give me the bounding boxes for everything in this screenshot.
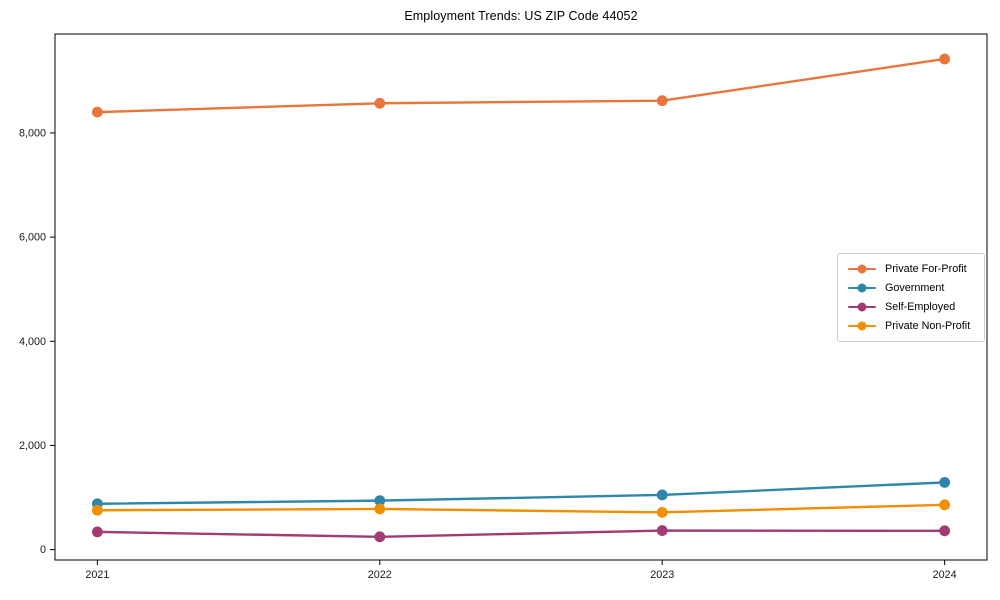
- series-marker-government: [656, 489, 668, 501]
- chart-title: Employment Trends: US ZIP Code 44052: [404, 9, 638, 23]
- legend-swatch-icon: [848, 302, 876, 312]
- series-line-self-employed: [96, 529, 946, 539]
- series-marker-self-employed: [656, 525, 668, 536]
- legend-swatch-icon: [848, 283, 876, 293]
- chart-legend: Private For-Profit Government Self-Employe…: [837, 253, 985, 342]
- legend-label: Government: [885, 282, 945, 294]
- legend-marker-icon: [857, 283, 867, 293]
- series-marker-private-for-profit: [939, 53, 951, 65]
- series-marker-private-for-profit: [374, 97, 386, 109]
- y-tick-label: 0: [40, 544, 46, 556]
- series-marker-private-for-profit: [656, 95, 668, 107]
- series-marker-private-non-profit: [91, 504, 103, 516]
- series-marker-self-employed: [939, 525, 951, 537]
- series-marker-private-non-profit: [374, 503, 386, 515]
- series-marker-government: [374, 495, 386, 507]
- legend-label: Private For-Profit: [885, 263, 967, 275]
- legend-item-private-non-profit: Private Non-Profit: [848, 320, 974, 332]
- legend-item-government: Government: [848, 282, 974, 294]
- x-tick-label: 2021: [85, 569, 109, 581]
- y-tick-label: 4,000: [19, 336, 46, 348]
- x-tick-label: 2024: [933, 569, 957, 581]
- series-marker-self-employed: [91, 526, 103, 538]
- legend-swatch-icon: [848, 321, 876, 331]
- series-marker-self-employed: [374, 531, 386, 543]
- x-tick-label: 2022: [368, 569, 392, 581]
- axes-box: [54, 33, 988, 561]
- legend-item-self-employed: Self-Employed: [848, 301, 974, 313]
- y-tick-label: 8,000: [19, 127, 46, 139]
- x-tick-label: 2023: [650, 569, 674, 581]
- y-tick-label: 2,000: [19, 440, 46, 452]
- series-marker-government: [939, 477, 951, 488]
- series-line-private-non-profit: [96, 503, 946, 514]
- legend-item-private-for-profit: Private For-Profit: [848, 263, 974, 275]
- legend-marker-icon: [857, 302, 867, 312]
- legend-marker-icon: [857, 321, 867, 331]
- legend-label: Private Non-Profit: [885, 320, 971, 332]
- series-line-private-for-profit: [96, 57, 946, 114]
- series-line-government: [96, 481, 946, 505]
- series-marker-private-non-profit: [939, 499, 951, 511]
- legend-marker-icon: [857, 264, 867, 274]
- legend-swatch-icon: [848, 264, 876, 274]
- series-marker-private-non-profit: [656, 506, 668, 518]
- legend-label: Self-Employed: [885, 301, 956, 313]
- series-marker-private-for-profit: [91, 106, 103, 118]
- y-tick-label: 6,000: [19, 232, 46, 244]
